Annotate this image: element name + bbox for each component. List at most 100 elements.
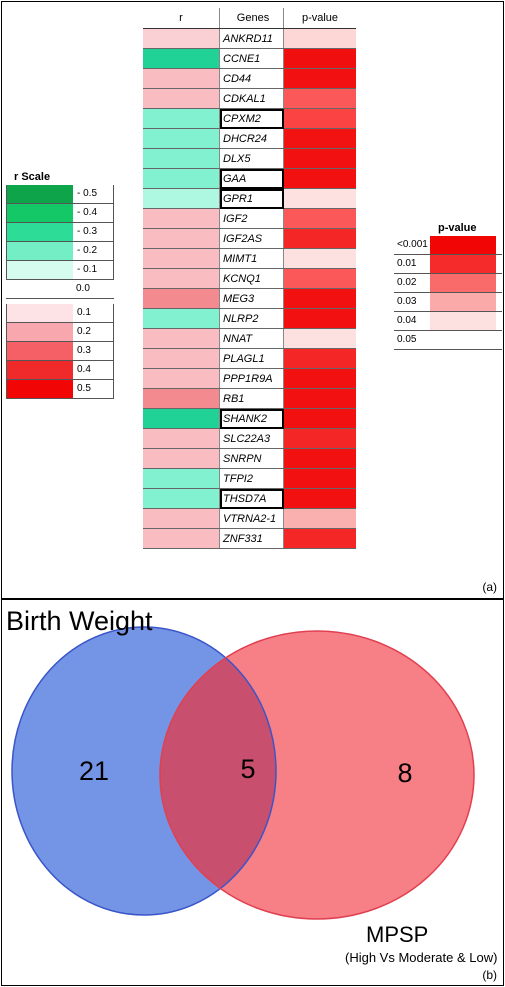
scale-label: 0.3 — [77, 345, 91, 356]
gene-name-cell: MEG3 — [219, 288, 284, 309]
scale-label: 0.02 — [397, 277, 417, 288]
table-row: SNRPN — [143, 448, 356, 469]
r-cell — [143, 268, 220, 289]
scale-label: 0.2 — [77, 326, 91, 337]
r-scale-row: - 0.4 — [7, 204, 113, 223]
color-swatch — [7, 261, 73, 279]
color-swatch — [430, 274, 496, 292]
panel-b: Birth Weight 21 5 8 MPSP (High Vs Modera… — [1, 599, 504, 986]
p-value-legend: p-value <0.001 0.01 0.02 0.03 0.04 0.05 — [394, 222, 502, 350]
gene-name-cell: CD44 — [219, 68, 284, 89]
table-row: SHANK2 — [143, 408, 356, 429]
gene-name-cell: RB1 — [219, 388, 284, 409]
scale-label: - 0.5 — [77, 188, 98, 199]
r-cell — [143, 388, 220, 409]
color-swatch — [7, 185, 73, 203]
r-scale-row: 0.5 — [7, 380, 113, 399]
table-row: CD44 — [143, 68, 356, 89]
r-cell — [143, 148, 220, 169]
table-row: NLRP2 — [143, 308, 356, 329]
header-p-value: p-value — [283, 8, 356, 29]
r-scale-row: - 0.1 — [7, 261, 113, 280]
table-row: DLX5 — [143, 148, 356, 169]
p-value-cell — [283, 48, 356, 69]
gene-name-cell: CPXM2 — [219, 108, 284, 129]
p-value-cell — [283, 288, 356, 309]
r-scale-legend: r Scale - 0.5 - 0.4 - 0.3 - 0.2 - 0.1 0.0 0.… — [6, 171, 114, 399]
scale-label: 0.1 — [77, 307, 91, 318]
p-value-cell — [283, 88, 356, 109]
r-scale-row: 0.1 — [7, 304, 113, 323]
gene-name-cell: PLAGL1 — [219, 348, 284, 369]
color-swatch — [7, 223, 73, 241]
r-cell — [143, 28, 220, 49]
color-swatch — [7, 323, 73, 341]
r-cell — [143, 408, 220, 429]
gene-name-cell: THSD7A — [219, 488, 284, 509]
scale-label: - 0.3 — [77, 226, 98, 237]
p-scale-row: 0.03 — [394, 293, 502, 312]
color-swatch — [7, 361, 73, 379]
table-row: ANKRD11 — [143, 28, 356, 49]
r-scale-row: - 0.3 — [7, 223, 113, 242]
gene-name-cell: NLRP2 — [219, 308, 284, 329]
scale-label: - 0.4 — [77, 207, 98, 218]
p-value-cell — [283, 488, 356, 509]
r-cell — [143, 428, 220, 449]
gene-name-cell: MIMT1 — [219, 248, 284, 269]
p-value-cell — [283, 528, 356, 549]
gene-name-cell: IGF2AS — [219, 228, 284, 249]
r-cell — [143, 208, 220, 229]
mpsp-only-count: 8 — [397, 758, 412, 788]
table-row: MEG3 — [143, 288, 356, 309]
gene-name-cell: VTRNA2-1 — [219, 508, 284, 529]
r-cell — [143, 48, 220, 69]
p-value-cell — [283, 208, 356, 229]
r-cell — [143, 328, 220, 349]
table-row: CDKAL1 — [143, 88, 356, 109]
venn-diagram: Birth Weight 21 5 8 MPSP (High Vs Modera… — [6, 606, 497, 965]
p-value-cell — [283, 168, 356, 189]
r-scale-row: 0.3 — [7, 342, 113, 361]
mpsp-title: MPSP — [366, 922, 428, 947]
color-swatch — [430, 255, 496, 273]
color-swatch — [7, 204, 73, 222]
r-cell — [143, 248, 220, 269]
p-value-cell — [283, 468, 356, 489]
r-cell — [143, 348, 220, 369]
r-scale-row: - 0.2 — [7, 242, 113, 261]
table-row: PLAGL1 — [143, 348, 356, 369]
p-value-cell — [283, 128, 356, 149]
gene-name-cell: GAA — [219, 168, 284, 189]
p-value-cell — [283, 148, 356, 169]
color-swatch — [6, 280, 72, 298]
gene-name-cell: SNRPN — [219, 448, 284, 469]
color-swatch — [430, 312, 496, 330]
gene-name-cell: GPR1 — [219, 188, 284, 209]
scale-label: <0.001 — [397, 239, 428, 250]
intersection-count: 5 — [240, 754, 255, 784]
table-row: DHCR24 — [143, 128, 356, 149]
p-value-cell — [283, 348, 356, 369]
gene-name-cell: TFPI2 — [219, 468, 284, 489]
table-row: GPR1 — [143, 188, 356, 209]
r-cell — [143, 128, 220, 149]
gene-name-cell: DLX5 — [219, 148, 284, 169]
gene-name-cell: IGF2 — [219, 208, 284, 229]
r-scale-row: - 0.5 — [7, 185, 113, 204]
table-row: PPP1R9A — [143, 368, 356, 389]
r-cell — [143, 88, 220, 109]
gene-name-cell: SHANK2 — [219, 408, 284, 429]
scale-label: 0.0 — [76, 283, 90, 294]
birth-weight-title: Birth Weight — [6, 606, 153, 636]
r-cell — [143, 528, 220, 549]
p-value-cell — [283, 448, 356, 469]
table-row: IGF2 — [143, 208, 356, 229]
panel-a-label: (a) — [482, 580, 497, 594]
panel-b-label: (b) — [482, 968, 497, 982]
table-row: SLC22A3 — [143, 428, 356, 449]
table-row: KCNQ1 — [143, 268, 356, 289]
scale-label: - 0.2 — [77, 245, 98, 256]
p-scale-row: <0.001 — [394, 236, 502, 255]
table-row: RB1 — [143, 388, 356, 409]
